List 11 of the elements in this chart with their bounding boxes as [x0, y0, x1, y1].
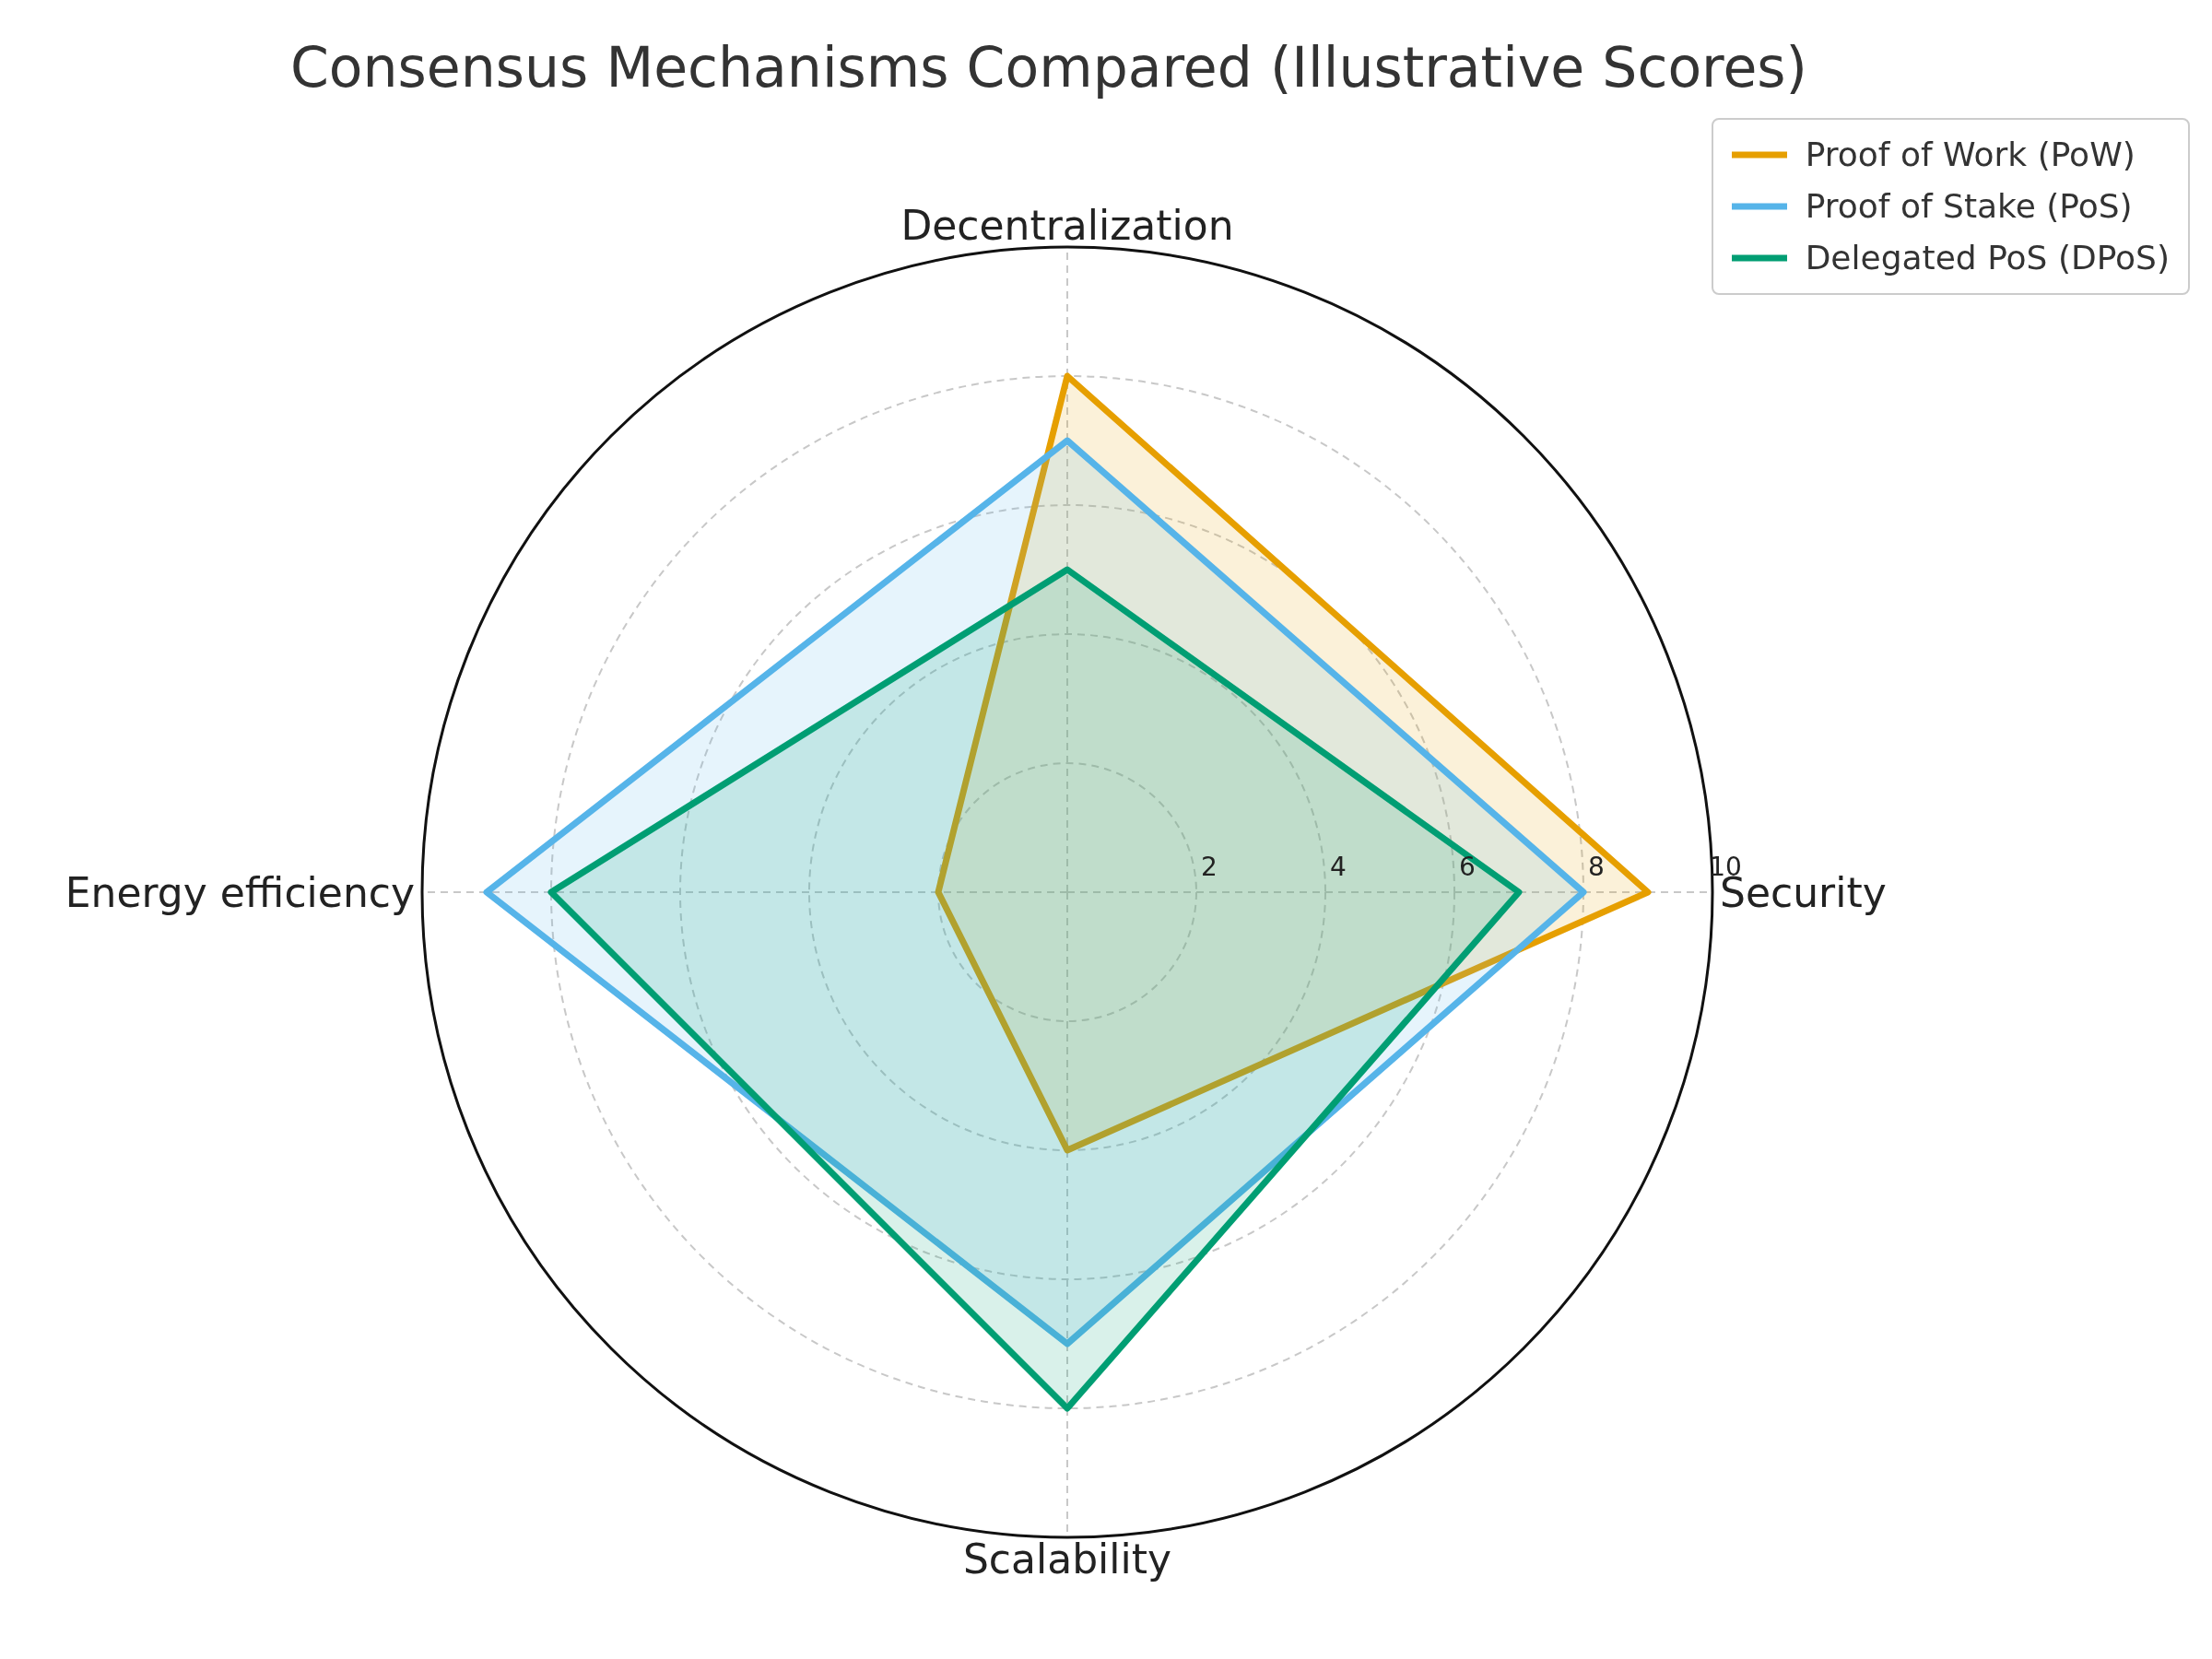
- chart-title: Consensus Mechanisms Compared (Illustrative Scores): [288, 35, 1809, 100]
- y-tick-label: 4: [1330, 852, 1347, 882]
- legend-label: Delegated PoS (DPoS): [1805, 238, 2170, 278]
- spoke-label: Scalability: [962, 1535, 1172, 1583]
- y-tick-label: 2: [1201, 852, 1218, 882]
- spoke-label: Decentralization: [900, 202, 1234, 249]
- legend-label: Proof of Work (PoW): [1805, 135, 2136, 175]
- spoke-label: Energy efficiency: [65, 868, 415, 916]
- legend-label: Proof of Stake (PoS): [1805, 186, 2133, 227]
- y-tick-label: 8: [1588, 852, 1605, 882]
- y-tick-label: 6: [1459, 852, 1476, 882]
